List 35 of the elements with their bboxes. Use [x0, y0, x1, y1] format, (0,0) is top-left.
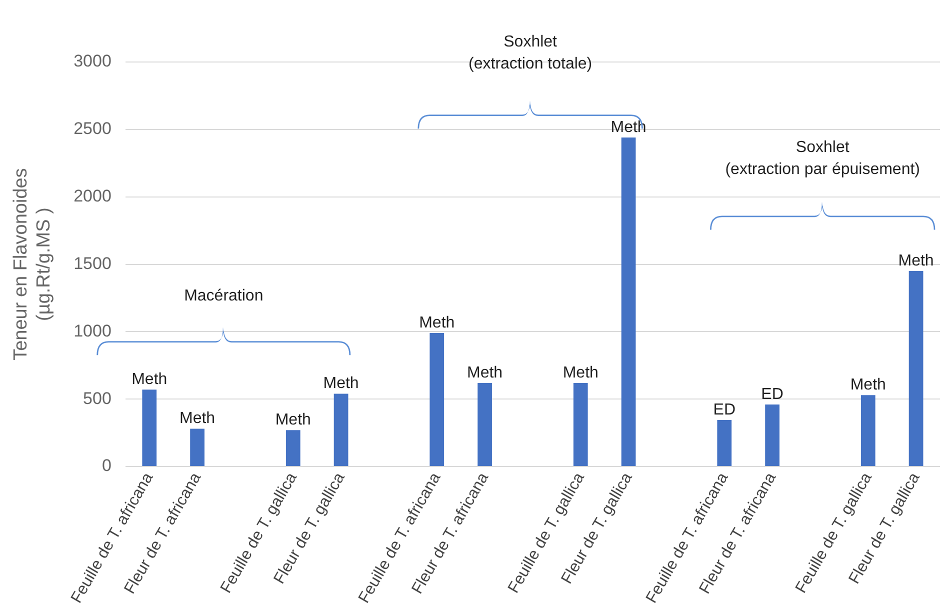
data-label: Meth	[275, 412, 311, 429]
bar	[142, 390, 157, 466]
bar	[573, 382, 588, 466]
y-tick-label: 2000	[74, 186, 112, 206]
y-tick-label: 500	[83, 388, 112, 408]
y-tick-label: 1500	[74, 254, 112, 273]
y-tick-label: 0	[102, 456, 112, 476]
y-tick-label: 3000	[74, 52, 112, 71]
bar	[286, 430, 300, 466]
data-label: Meth	[180, 410, 216, 428]
bar	[717, 420, 732, 466]
bar	[478, 382, 492, 466]
bar	[334, 394, 348, 466]
data-label: Meth	[610, 118, 646, 136]
y-axis-title: Teneur en Flavonoides (µg.Rt/g.MS )	[10, 168, 54, 360]
bar	[430, 333, 444, 466]
data-label: Meth	[467, 364, 503, 382]
data-label: ED	[713, 401, 736, 418]
annotation: Soxhlet (extraction totale)	[468, 34, 592, 73]
annotation: Macération	[184, 288, 264, 305]
y-tick-label: 2500	[74, 119, 112, 138]
annotation: Soxhlet (extraction par épuisement)	[725, 138, 920, 178]
data-label: Meth	[132, 371, 168, 388]
data-label: Meth	[562, 364, 598, 382]
data-label: Meth	[850, 376, 886, 394]
y-tick-label: 1000	[74, 321, 112, 340]
bar	[860, 395, 876, 466]
data-label: Meth	[898, 252, 934, 270]
bar	[908, 271, 924, 466]
bar	[765, 404, 780, 466]
data-label: ED	[761, 386, 784, 403]
bar	[621, 138, 636, 466]
data-label: Meth	[323, 375, 359, 392]
data-label: Meth	[419, 314, 455, 332]
bar	[190, 428, 204, 466]
